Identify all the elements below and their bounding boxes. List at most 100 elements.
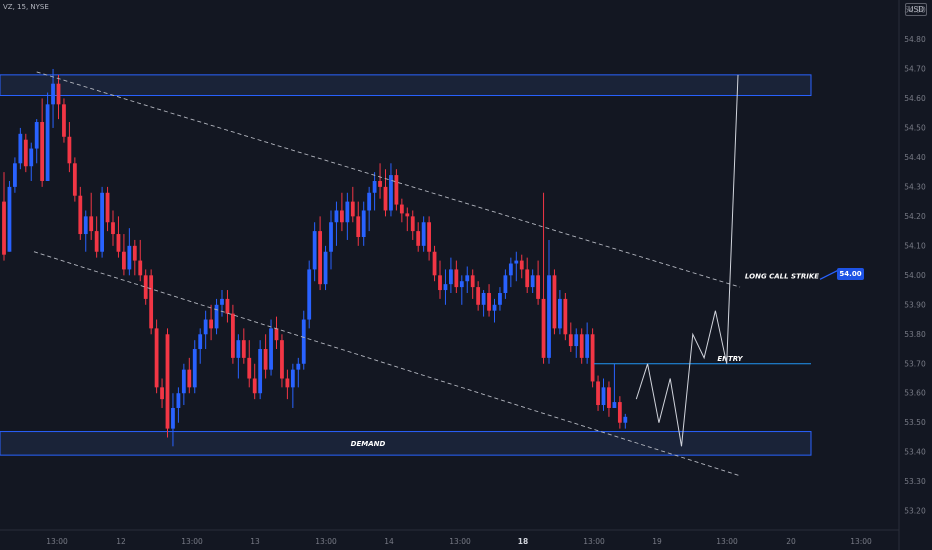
candle-body: [432, 251, 437, 276]
candle-body: [165, 334, 170, 429]
candle-body: [225, 298, 230, 314]
candle-body: [132, 245, 137, 261]
strike-price-tag: 54.00: [837, 268, 864, 280]
time-tick-label: 13:00: [181, 537, 203, 546]
candle-body: [290, 369, 295, 388]
header-sep-2: ,: [25, 3, 31, 11]
candle-body: [350, 201, 355, 217]
candle-body: [601, 387, 606, 406]
symbol-header[interactable]: VZ, 15, NYSE: [3, 3, 49, 11]
candle-body: [558, 298, 562, 329]
candle-body: [427, 222, 431, 252]
lower-trendline[interactable]: [33, 251, 741, 477]
callout-arrow: [819, 268, 841, 280]
candle-body: [285, 378, 290, 388]
candle-body: [312, 231, 317, 270]
candle-body: [2, 201, 6, 255]
candle-body: [45, 104, 50, 181]
candle-body: [607, 387, 611, 408]
candle-body: [247, 357, 252, 379]
time-tick-label: 20: [786, 537, 796, 546]
candle-body: [214, 304, 219, 329]
candle-body: [568, 334, 573, 347]
candle-body: [334, 210, 339, 223]
candle-body: [498, 293, 502, 305]
candle-body: [154, 328, 159, 388]
candle-body: [585, 334, 590, 358]
candle-body: [258, 349, 263, 394]
zone-rect[interactable]: [0, 431, 812, 456]
candle-body: [459, 281, 464, 288]
demand-zone-label: DEMAND: [351, 440, 386, 448]
candle-body: [209, 319, 213, 329]
candle-body: [23, 139, 28, 167]
candle-body: [525, 269, 530, 288]
candle-body: [579, 334, 584, 358]
currency-button[interactable]: USD: [905, 3, 928, 16]
candle-body: [269, 328, 273, 370]
candle-body: [356, 216, 361, 237]
candle-body: [389, 175, 393, 211]
candle-body: [623, 416, 628, 423]
candle-body: [198, 334, 203, 350]
candle-body: [301, 319, 306, 364]
header-sep-1: ,: [12, 3, 18, 11]
price-tick-label: 54.20: [904, 212, 926, 221]
price-tick-label: 53.80: [904, 330, 926, 339]
candle-body: [192, 349, 197, 388]
candle-body: [465, 275, 470, 282]
candle-body: [552, 275, 557, 329]
candle-body: [399, 204, 404, 214]
candle-body: [160, 387, 164, 400]
candle-body: [596, 381, 600, 406]
candle-body: [78, 195, 83, 235]
candle-body: [372, 180, 377, 193]
upper-trendline[interactable]: [36, 71, 741, 288]
zone-rect[interactable]: [0, 74, 812, 96]
time-tick-label: 13:00: [315, 537, 337, 546]
candle-body: [405, 213, 410, 217]
price-tick-label: 53.70: [904, 359, 926, 368]
candle-body: [318, 231, 322, 285]
price-tick-label: 53.50: [904, 418, 926, 427]
long-call-strike-label: LONG CALL STRIKE: [745, 272, 819, 280]
candle-body: [563, 298, 568, 335]
candle-body: [83, 216, 88, 235]
candle-body: [105, 192, 110, 223]
price-projection-path[interactable]: [635, 74, 739, 447]
candle-body: [111, 222, 115, 235]
price-tick-label: 54.50: [904, 123, 926, 132]
price-tick-label: 53.20: [904, 507, 926, 516]
candle-body: [220, 298, 224, 305]
candle-body: [416, 231, 421, 246]
candle-body: [438, 275, 442, 291]
candle-body: [307, 269, 312, 320]
candle-body: [127, 245, 132, 270]
candle-body: [449, 269, 453, 285]
candle-body: [421, 222, 426, 246]
candle-body: [492, 304, 497, 311]
candle-body: [574, 334, 579, 347]
candle-body: [51, 83, 55, 105]
candle-body: [181, 369, 186, 394]
candle-body: [476, 287, 481, 305]
time-tick-label: 13:00: [449, 537, 471, 546]
candle-body: [296, 363, 301, 370]
time-tick-label: 12: [116, 537, 126, 546]
candle-body: [536, 275, 540, 299]
candle-body: [274, 328, 279, 341]
candle-body: [252, 378, 257, 394]
candle-body: [40, 122, 45, 181]
time-axis: 13:00 12 13:00 13 13:00 14 13:00 18 13:00 19 13:00…: [46, 537, 872, 546]
price-tick-label: 54.60: [904, 94, 926, 103]
interval-text: 15: [17, 3, 26, 11]
candle-body: [329, 222, 333, 252]
candle-body: [340, 210, 344, 223]
candle-body: [394, 175, 399, 205]
candle-body: [100, 192, 104, 252]
price-tick-label: 54.70: [904, 64, 926, 73]
candle-body: [508, 263, 513, 276]
candle-body: [470, 275, 475, 288]
candle-body: [231, 313, 235, 358]
